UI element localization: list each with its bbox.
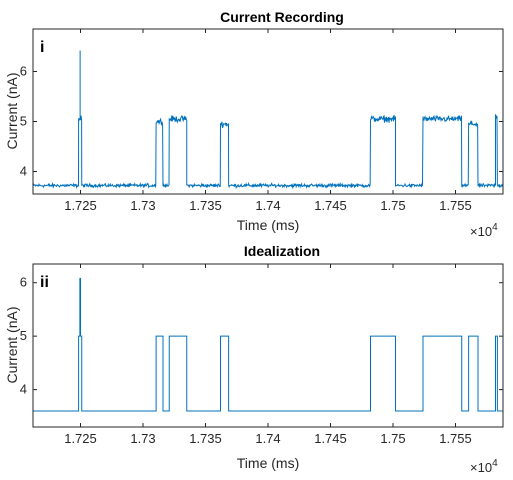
x-tick-label: 1.75 xyxy=(380,431,405,446)
x-tick-label: 1.725 xyxy=(64,198,97,213)
y-axis-label: Current (nA) xyxy=(4,306,20,383)
x-tick-label: 1.73 xyxy=(130,198,155,213)
panel-tag-ii: ii xyxy=(40,274,49,291)
trace-group xyxy=(33,50,503,190)
y-tick-label: 4 xyxy=(20,164,27,179)
ticks: 1.725 1.73 1.735 1.74 1.745 1.75 1.755 4 5 6 xyxy=(20,29,503,213)
x-tick-label: 1.735 xyxy=(189,198,222,213)
y-tick-label: 5 xyxy=(20,114,27,129)
x-axis-label: Time (ms) xyxy=(237,217,299,233)
x-axis-label: Time (ms) xyxy=(237,455,299,471)
x-tick-label: 1.74 xyxy=(255,431,280,446)
series-line xyxy=(33,50,503,190)
plot-area xyxy=(33,29,503,194)
x-tick-label: 1.755 xyxy=(439,431,472,446)
y-tick-label: 6 xyxy=(20,275,27,290)
x-exponent-multiplier: ×104 xyxy=(470,458,498,475)
title-current-recording: Current Recording xyxy=(220,9,344,25)
y-axis-label: Current (nA) xyxy=(4,72,20,149)
x-tick-label: 1.75 xyxy=(380,198,405,213)
x-exponent-multiplier: ×104 xyxy=(470,222,498,239)
panel-current-recording: Current Recording 1.725 1.73 1.735 1.74 1.74… xyxy=(4,9,504,239)
y-tick-label: 6 xyxy=(20,64,27,79)
x-tick-label: 1.745 xyxy=(314,431,347,446)
x-tick-label: 1.725 xyxy=(64,431,97,446)
x-tick-label: 1.74 xyxy=(255,198,280,213)
x-tick-label: 1.745 xyxy=(314,198,347,213)
series-line xyxy=(33,277,503,412)
x-tick-label: 1.735 xyxy=(189,431,222,446)
y-tick-label: 5 xyxy=(20,328,27,343)
panel-idealization: Idealization 1.725 1.73 1.735 1.74 1.745 1.75… xyxy=(4,243,504,475)
x-tick-label: 1.73 xyxy=(130,431,155,446)
y-tick-label: 4 xyxy=(20,382,27,397)
ticks: 1.725 1.73 1.735 1.74 1.745 1.75 1.755 4 5 6 xyxy=(20,264,503,446)
plot-area xyxy=(33,264,503,427)
x-tick-label: 1.755 xyxy=(439,198,472,213)
title-idealization: Idealization xyxy=(244,243,320,259)
panel-tag-i: i xyxy=(40,39,44,56)
trace-group xyxy=(33,277,503,412)
